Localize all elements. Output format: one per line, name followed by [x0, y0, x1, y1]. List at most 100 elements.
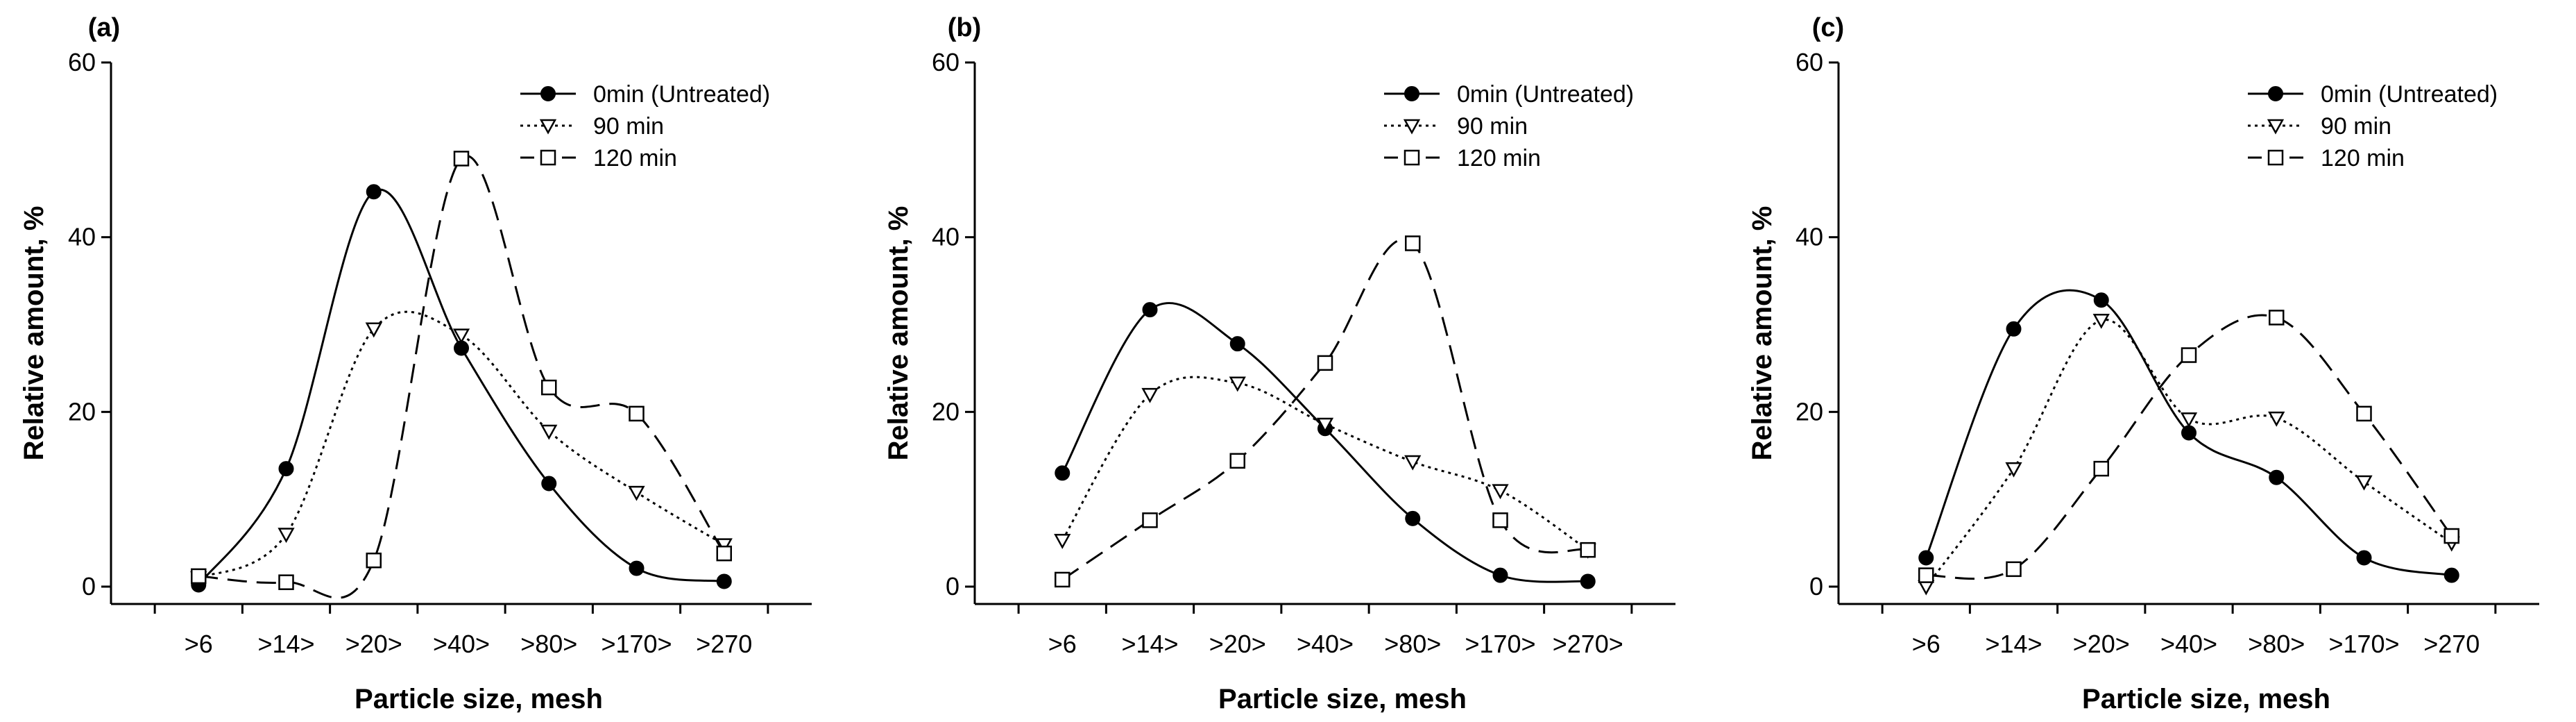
data-point [1580, 573, 1596, 589]
x-tick-label: >20> [346, 630, 402, 658]
legend-label: 90 min [2321, 113, 2391, 140]
series-line [1061, 376, 1589, 551]
data-point [365, 322, 382, 338]
data-point [2269, 469, 2285, 485]
legend-marker [2268, 86, 2283, 101]
y-tick-label: 0 [82, 572, 96, 601]
y-axis-label: Relative amount, % [19, 206, 49, 461]
data-point [1229, 336, 1245, 352]
series-line [198, 310, 725, 579]
data-point [1580, 542, 1596, 558]
y-tick-label: 20 [1795, 397, 1823, 426]
data-point [2443, 567, 2459, 583]
legend-label: 90 min [593, 113, 664, 140]
data-point [1141, 387, 1159, 403]
data-point [278, 574, 294, 590]
x-tick-label: >80> [520, 630, 577, 658]
data-point [2268, 411, 2285, 427]
y-axis-label: Relative amount, % [1747, 206, 1777, 461]
panel-label: (a) [88, 13, 120, 42]
data-point [540, 424, 558, 440]
x-tick-label: >40> [433, 630, 490, 658]
y-tick-label: 40 [68, 223, 96, 251]
legend-label: 0min (Untreated) [593, 81, 770, 108]
y-tick-label: 40 [1795, 223, 1823, 251]
data-point [2093, 460, 2109, 477]
data-point [1229, 376, 1246, 392]
data-point [1492, 484, 1509, 500]
data-point [1229, 453, 1245, 469]
y-tick-label: 0 [946, 572, 959, 601]
x-tick-label: >170> [1465, 630, 1535, 658]
data-point [2006, 561, 2022, 578]
x-axis-label: Particle size, mesh [2082, 684, 2330, 714]
y-axis-label: Relative amount, % [883, 206, 914, 461]
legend-label: 0min (Untreated) [1457, 81, 1634, 108]
series-line [1925, 289, 2453, 577]
x-tick-label: >14> [257, 630, 314, 658]
x-tick-label: >6 [1048, 630, 1077, 658]
data-point [366, 553, 382, 569]
data-point [1317, 355, 1333, 371]
panel-label: (b) [948, 13, 982, 42]
chart-panel: (c) 0 20 40 60 >6 >14> >20> >40> >80> >170> >270 Par… [1747, 13, 2539, 714]
data-point [629, 560, 645, 576]
data-point [1055, 571, 1071, 588]
data-point [278, 528, 295, 544]
series-line [1061, 238, 1589, 581]
data-point [1405, 510, 1421, 526]
data-point [366, 184, 382, 200]
legend-marker [540, 86, 556, 101]
data-point [453, 151, 470, 167]
data-point [452, 328, 470, 344]
legend-marker [1404, 86, 1419, 101]
data-point [2093, 292, 2109, 308]
data-point [2005, 462, 2022, 478]
legend-marker [2267, 119, 2285, 135]
x-tick-label: >170> [601, 630, 672, 658]
x-tick-label: >14> [1985, 630, 2042, 658]
data-point [2181, 347, 2197, 363]
legend-marker [539, 119, 557, 135]
y-tick-label: 60 [932, 48, 959, 76]
series-line [198, 155, 726, 599]
y-tick-label: 40 [932, 223, 959, 251]
y-tick-label: 60 [68, 48, 96, 76]
chart-panel: (b) 0 20 40 60 >6 >14> >20> >40> >80> >170> >270> Pa… [883, 13, 1675, 714]
data-point [2443, 528, 2459, 544]
data-point [191, 568, 207, 585]
data-point [628, 485, 645, 501]
data-point [1404, 455, 1422, 471]
data-point [541, 379, 557, 396]
series-line [1061, 302, 1588, 583]
data-point [1054, 534, 1071, 549]
data-point [2355, 475, 2373, 491]
legend-marker [540, 149, 556, 166]
legend-marker [1404, 149, 1420, 166]
x-tick-label: >270> [1553, 630, 1623, 658]
legend-label: 90 min [1457, 113, 1528, 140]
data-point [2180, 412, 2198, 428]
x-tick-label: >40> [1297, 630, 1354, 658]
x-tick-label: >270 [696, 630, 752, 658]
data-point [2356, 550, 2372, 566]
data-point [2181, 425, 2197, 441]
x-tick-label: >6 [1912, 630, 1940, 658]
data-point [716, 573, 732, 589]
data-point [1316, 417, 1334, 433]
data-point [2356, 405, 2372, 422]
series-line [198, 188, 724, 586]
legend-marker [1403, 119, 1421, 135]
y-tick-label: 20 [68, 397, 96, 426]
panel-label: (c) [1812, 13, 1844, 42]
y-tick-label: 0 [1809, 572, 1823, 601]
x-tick-label: >270 [2423, 630, 2480, 658]
y-tick-label: 20 [932, 397, 959, 426]
legend-marker [2267, 149, 2284, 166]
legend-label: 120 min [2321, 145, 2405, 171]
legend-label: 0min (Untreated) [2321, 81, 2498, 108]
data-point [1918, 550, 1934, 566]
data-point [715, 538, 733, 554]
data-point [1405, 235, 1421, 251]
x-tick-label: >6 [185, 630, 213, 658]
